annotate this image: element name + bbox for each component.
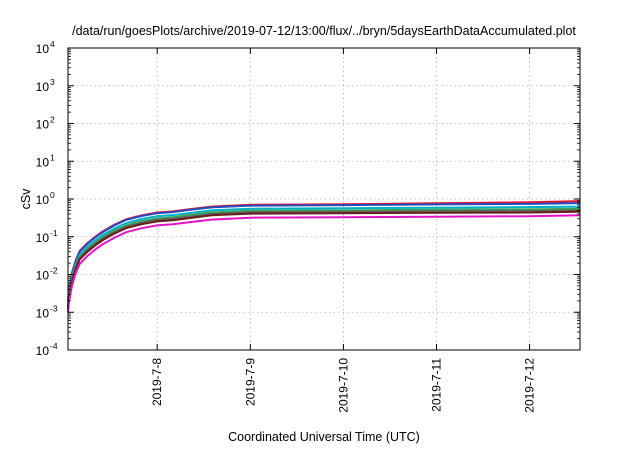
y-tick-label: 10	[36, 155, 50, 169]
x-tick-label: 2019-7-12	[523, 358, 537, 413]
series-lines	[67, 200, 581, 313]
y-tick-exponent: 1	[50, 152, 55, 162]
y-tick-exponent: -3	[50, 303, 58, 313]
x-tick-label: 2019-7-10	[336, 358, 350, 413]
y-tick-exponent: -2	[50, 266, 58, 276]
y-axis-label: cSv	[19, 188, 33, 210]
y-tick-label: 10	[36, 269, 50, 283]
y-tick-exponent: -4	[50, 341, 58, 351]
y-tick-label: 10	[36, 344, 50, 358]
y-tick-exponent: -1	[50, 228, 58, 238]
series-line	[67, 202, 581, 302]
y-tick-label: 10	[36, 80, 50, 94]
y-tick-label: 10	[36, 193, 50, 207]
y-tick-label: 10	[36, 231, 50, 245]
chart-title: /data/run/goesPlots/archive/2019-07-12/1…	[72, 24, 576, 38]
y-tick-exponent: 2	[50, 115, 55, 125]
x-axis-label: Coordinated Universal Time (UTC)	[228, 430, 420, 444]
y-tick-exponent: 4	[50, 39, 55, 49]
x-tick-label: 2019-7-9	[243, 358, 257, 406]
series-line	[67, 210, 581, 310]
x-tick-label: 2019-7-8	[150, 358, 164, 406]
x-tick-label: 2019-7-11	[429, 358, 443, 412]
y-tick-exponent: 3	[50, 77, 55, 87]
y-tick-exponent: 0	[50, 190, 55, 200]
series-line	[67, 209, 581, 308]
grid-lines	[68, 48, 580, 350]
y-tick-label: 10	[36, 306, 50, 320]
y-tick-label: 10	[36, 42, 50, 56]
y-tick-label: 10	[36, 118, 50, 132]
series-line	[67, 214, 581, 313]
